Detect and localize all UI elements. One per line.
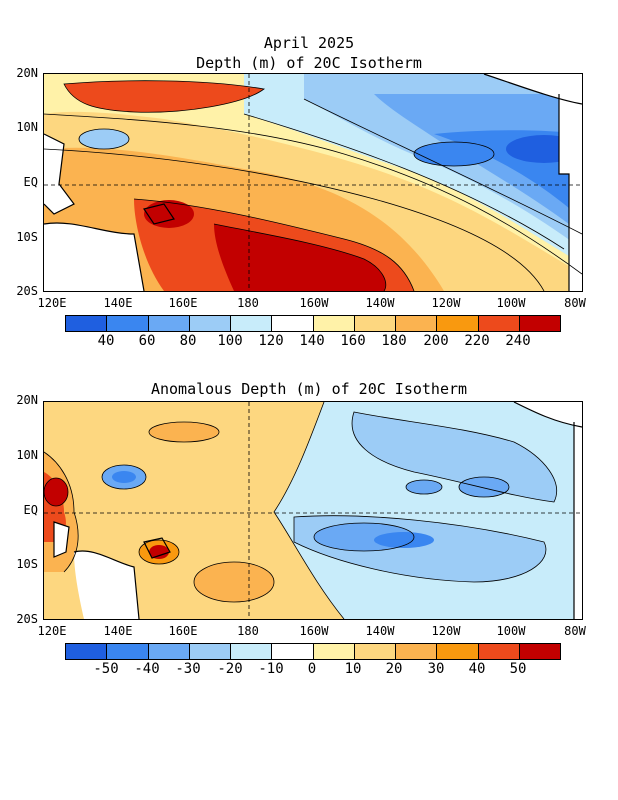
bottom-colorbar-label: 40 (468, 661, 486, 677)
top-depth-map (43, 73, 583, 292)
lat-label-eq-bottom: EQ (23, 503, 38, 517)
bottom-colorbar-swatch (272, 644, 314, 659)
bottom-colorbar-label: -50 (93, 661, 119, 677)
bottom-colorbar (65, 643, 561, 660)
top-colorbar-label: 80 (179, 333, 197, 349)
lon-label-100w-bottom: 100W (496, 624, 526, 638)
bottom-colorbar-swatch (478, 644, 520, 659)
lat-label-10n-top: 10N (16, 120, 38, 134)
top-colorbar-swatch (396, 316, 438, 331)
top-colorbar-swatch (437, 316, 479, 331)
lat-label-10s-top: 10S (16, 230, 38, 244)
lon-label-120e-bottom: 120E (37, 624, 67, 638)
bottom-anomaly-map (43, 401, 583, 620)
bottom-colorbar-label: -20 (217, 661, 243, 677)
lon-label-120w-top: 120W (431, 296, 461, 310)
bottom-colorbar-swatch (313, 644, 355, 659)
bottom-colorbar-swatch (107, 644, 149, 659)
top-colorbar-swatch (272, 316, 314, 331)
lon-label-180-bottom: 180 (237, 624, 259, 638)
lon-label-80w-top: 80W (564, 296, 586, 310)
lon-label-160w-bottom: 160W (299, 624, 329, 638)
lon-label-140w-top: 140W (365, 296, 395, 310)
bottom-colorbar-swatch (148, 644, 190, 659)
top-colorbar-label: 120 (258, 333, 284, 349)
bottom-colorbar-swatch (396, 644, 438, 659)
lon-label-140e-bottom: 140E (103, 624, 133, 638)
bottom-colorbar-label: -10 (258, 661, 284, 677)
top-colorbar-swatch (519, 316, 560, 331)
bottom-colorbar-label: 50 (509, 661, 527, 677)
lat-label-20s-bottom: 20S (16, 612, 38, 626)
bottom-colorbar-swatch (231, 644, 273, 659)
bottom-colorbar-swatch (437, 644, 479, 659)
lon-label-80w-bottom: 80W (564, 624, 586, 638)
top-colorbar-label: 160 (340, 333, 366, 349)
lon-label-120e-top: 120E (37, 296, 67, 310)
top-colorbar-label: 40 (97, 333, 115, 349)
bottom-colorbar-swatch (66, 644, 108, 659)
lon-label-160e-bottom: 160E (168, 624, 198, 638)
bottom-colorbar-label: 10 (344, 661, 362, 677)
top-colorbar-label: 220 (464, 333, 490, 349)
top-colorbar-swatch (148, 316, 190, 331)
top-colorbar-swatch (107, 316, 149, 331)
top-colorbar-label: 100 (217, 333, 243, 349)
bottom-colorbar-label: 0 (307, 661, 317, 677)
lon-label-160e-top: 160E (168, 296, 198, 310)
lon-label-140w-bottom: 140W (365, 624, 395, 638)
top-colorbar-label: 180 (381, 333, 407, 349)
bottom-colorbar-label: -30 (175, 661, 201, 677)
top-map-title: April 2025 (263, 34, 355, 52)
lat-label-10n-bottom: 10N (16, 448, 38, 462)
top-colorbar-swatch (231, 316, 273, 331)
bottom-map-title: Anomalous Depth (m) of 20C Isotherm (150, 380, 468, 398)
lon-label-100w-top: 100W (496, 296, 526, 310)
top-colorbar-swatch (313, 316, 355, 331)
bottom-colorbar-label: -40 (134, 661, 160, 677)
lat-label-20n-top: 20N (16, 66, 38, 80)
lon-label-160w-top: 160W (299, 296, 329, 310)
bottom-colorbar-swatch (519, 644, 560, 659)
lon-label-180-top: 180 (237, 296, 259, 310)
top-map-subtitle: Depth (m) of 20C Isotherm (196, 54, 422, 72)
lat-label-20s-top: 20S (16, 284, 38, 298)
lat-label-20n-bottom: 20N (16, 393, 38, 407)
lat-label-10s-bottom: 10S (16, 557, 38, 571)
bottom-colorbar-swatch (189, 644, 231, 659)
top-colorbar-swatch (66, 316, 108, 331)
lon-label-140e-top: 140E (103, 296, 133, 310)
top-colorbar-swatch (189, 316, 231, 331)
bottom-colorbar-swatch (354, 644, 396, 659)
top-colorbar-label: 140 (299, 333, 325, 349)
top-colorbar-label: 240 (505, 333, 531, 349)
top-colorbar-label: 60 (138, 333, 156, 349)
lon-label-120w-bottom: 120W (431, 624, 461, 638)
top-colorbar (65, 315, 561, 332)
top-colorbar-label: 200 (423, 333, 449, 349)
bottom-colorbar-label: 20 (385, 661, 403, 677)
bottom-colorbar-label: 30 (427, 661, 445, 677)
lat-label-eq-top: EQ (23, 175, 38, 189)
top-colorbar-swatch (354, 316, 396, 331)
top-colorbar-swatch (478, 316, 520, 331)
